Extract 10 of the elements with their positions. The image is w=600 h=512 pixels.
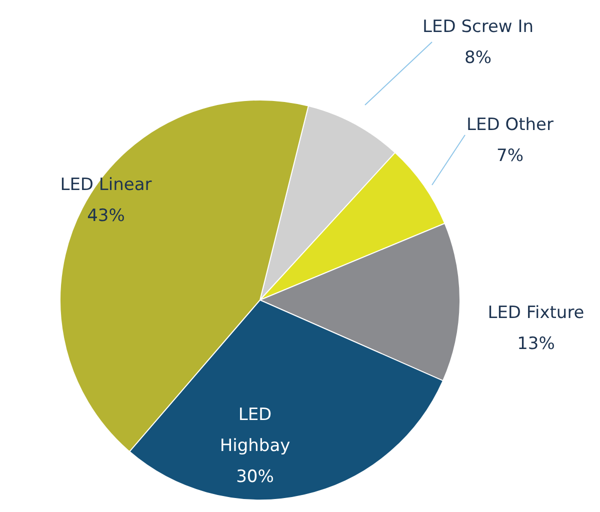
slice-label: LED Fixture [488,303,584,323]
data-label: 30% [236,467,274,487]
slice-label: LED Linear [60,175,152,195]
slice-label: LED Screw In [422,17,534,37]
data-label: 7% [496,146,524,166]
slice-label: LED Highbay [220,405,290,456]
slice-label: LED Other [466,115,554,135]
data-label: 13% [517,334,555,354]
data-label: 43% [87,206,125,226]
data-label: 8% [464,48,492,68]
